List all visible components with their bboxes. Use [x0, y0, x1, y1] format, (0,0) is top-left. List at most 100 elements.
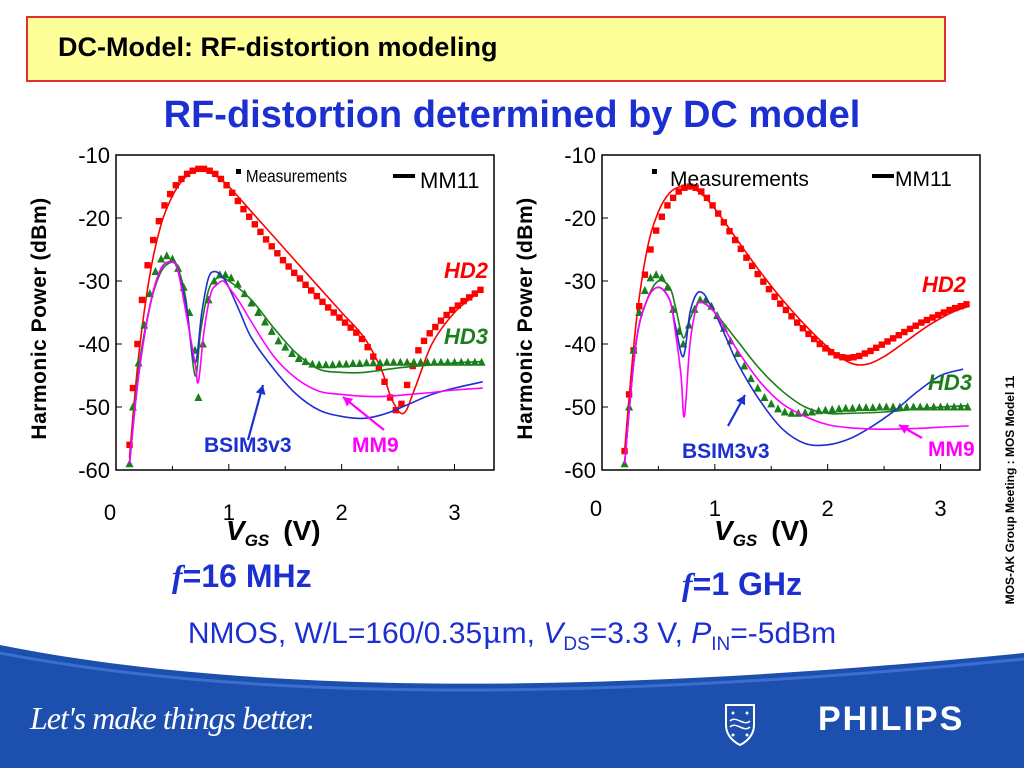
data-point-hd3-measurements [328, 360, 337, 369]
series-line-mm9 [623, 286, 969, 464]
frequency-label-1ghz: f=1 GHz [682, 566, 802, 603]
data-point-hd3-measurements [443, 357, 452, 366]
data-point-hd3-measurements [151, 267, 160, 276]
data-point-hd2-measurements [878, 341, 886, 348]
series-line-hd3-mm11 [128, 261, 483, 464]
slide-subtitle: RF-distortion determined by DC model [163, 94, 861, 136]
data-point-hd3-measurements [376, 358, 385, 367]
hd2-annotation: HD2 [922, 272, 967, 297]
data-point-hd2-measurements [336, 314, 343, 321]
data-point-hd3-measurements [221, 270, 230, 279]
data-point-hd2-measurements [901, 328, 908, 336]
series-line-mm9 [128, 261, 483, 464]
x-tick-label: 3 [448, 500, 460, 525]
data-point-hd2-measurements [460, 297, 467, 305]
y-tick-label: -30 [564, 269, 596, 294]
data-point-hd2-measurements [166, 190, 174, 198]
data-point-hd3-measurements [669, 304, 678, 313]
data-point-hd2-measurements [647, 246, 654, 253]
plot-frame [115, 154, 495, 471]
y-tick-label: -40 [564, 332, 596, 357]
y-axis-label: Harmonic Power (dBm) [514, 197, 537, 439]
data-point-hd3-measurements [403, 357, 412, 366]
footer-band [0, 645, 1024, 768]
data-point-hd2-measurements [833, 352, 840, 359]
data-point-hd2-measurements [415, 347, 422, 354]
data-point-hd2-measurements [262, 236, 270, 243]
bsim-arrow-shaft [246, 384, 265, 441]
data-point-hd3-measurements [663, 282, 672, 291]
y-tick-label: -30 [78, 269, 110, 294]
data-point-hd2-measurements [347, 324, 354, 331]
data-point-hd2-measurements [251, 221, 258, 228]
data-point-hd2-measurements [895, 331, 902, 339]
data-point-hd2-measurements [313, 292, 321, 300]
data-point-hd2-measurements [799, 325, 807, 332]
bsim-annotation: BSIM3v3 [682, 440, 770, 463]
data-point-hd3-measurements [416, 357, 425, 366]
data-point-hd2-measurements [872, 344, 880, 351]
data-point-hd3-measurements [267, 326, 276, 335]
data-point-hd3-measurements [288, 348, 297, 357]
data-point-hd2-measurements [669, 194, 677, 202]
data-point-hd2-measurements [652, 227, 660, 234]
data-point-hd2-measurements [664, 202, 671, 209]
data-point-hd2-measurements [398, 400, 405, 408]
data-point-hd2-measurements [291, 269, 298, 277]
data-point-hd2-measurements [364, 343, 371, 351]
bsim-arrow-head [736, 395, 746, 406]
hd3-annotation: HD3 [928, 370, 972, 395]
data-point-hd2-measurements [172, 182, 180, 189]
chart-16mhz: -10 -20 -30 -40 -50 -60 0 1 2 3 Harmonic Power (dB… [28, 143, 495, 550]
data-point-hd2-measurements [963, 301, 970, 308]
data-point-hd3-measurements [260, 317, 269, 326]
legend-mm11-label: MM11 [420, 168, 480, 193]
data-point-hd2-measurements [375, 364, 383, 372]
data-point-hd3-measurements [168, 254, 177, 263]
data-point-hd2-measurements [330, 309, 337, 316]
data-point-hd2-measurements [816, 340, 823, 348]
data-point-hd2-measurements [449, 306, 456, 314]
conditions-in: IN [711, 634, 731, 655]
data-point-hd3-measurements [828, 405, 837, 414]
hd2-annotation: HD2 [444, 258, 489, 283]
y-tick-label: -10 [564, 143, 596, 168]
mm9-arrow-head [899, 425, 910, 434]
data-point-hd3-measurements [450, 357, 459, 366]
data-point-hd3-measurements [753, 383, 762, 392]
x-axis-symbol: V [226, 515, 247, 546]
data-point-hd2-measurements [839, 354, 846, 361]
data-point-hd2-measurements [126, 441, 133, 448]
data-point-hd2-measurements [867, 347, 874, 355]
data-point-hd3-measurements [281, 342, 290, 351]
data-point-hd2-measurements [324, 304, 332, 311]
x-axis-subscript: GS [245, 531, 270, 550]
data-point-hd2-measurements [822, 345, 829, 352]
legend-measurements-marker [236, 169, 241, 174]
conditions-p: P [691, 617, 712, 650]
series-line-hd2-mm11 [623, 185, 969, 452]
data-point-hd2-measurements [257, 228, 264, 236]
data-point-hd2-measurements [279, 257, 287, 264]
data-point-hd3-measurements [162, 251, 171, 260]
data-point-hd2-measurements [129, 384, 137, 392]
y-tick-label: -20 [564, 206, 596, 231]
data-point-hd2-measurements [940, 309, 948, 316]
mm9-annotation: MM9 [352, 434, 399, 457]
data-point-hd2-measurements [443, 311, 450, 319]
data-point-hd3-measurements [740, 361, 749, 370]
legend-mm11-label: MM11 [895, 168, 952, 191]
data-point-hd2-measurements [906, 325, 914, 333]
data-point-hd2-measurements [810, 335, 818, 343]
mm9-annotation: MM9 [928, 438, 975, 461]
data-point-hd2-measurements [432, 323, 439, 331]
y-tick-label: -40 [78, 332, 110, 357]
chart-1ghz: -10 -20 -30 -40 -50 -60 0 1 2 3 Harmonic Power (dB… [514, 143, 981, 550]
y-tick-label: -60 [78, 458, 110, 483]
data-point-hd2-measurements [178, 175, 185, 183]
data-point-hd2-measurements [471, 290, 479, 297]
data-point-hd2-measurements [748, 262, 756, 270]
data-point-hd2-measurements [134, 340, 141, 348]
data-point-hd2-measurements [240, 205, 247, 213]
data-point-hd2-measurements [636, 303, 643, 310]
